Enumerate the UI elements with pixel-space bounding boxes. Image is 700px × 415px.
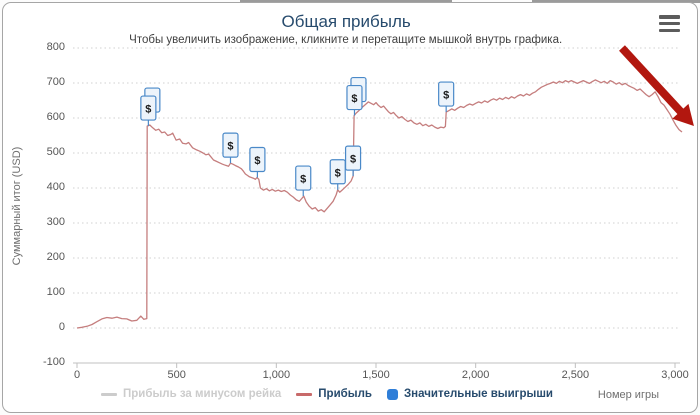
flag-box <box>295 165 312 191</box>
y-tick-label: 500 <box>46 146 65 158</box>
trend-arrow-head <box>672 103 694 127</box>
y-tick-label: -100 <box>42 356 65 368</box>
chart-title: Общая прибыль <box>281 12 411 31</box>
x-tick-label: 2,500 <box>561 369 590 381</box>
y-tick-label: 300 <box>46 216 65 228</box>
legend-item-profit[interactable]: Прибыль <box>296 388 372 400</box>
chart-subtitle: Чтобы увеличить изображение, кликните и … <box>129 34 563 46</box>
x-tick-label: 1,500 <box>362 369 390 381</box>
legend-item-label: Значительные выигрыши <box>403 388 553 400</box>
chart-plot-area[interactable]: $$$$$$$$$$ <box>3 3 700 415</box>
legend-item-label: Прибыль <box>318 388 372 400</box>
y-tick-label: 0 <box>58 321 65 333</box>
flag-symbol: $ <box>335 167 341 179</box>
flag-marker[interactable]: $ <box>249 146 266 178</box>
flag-box <box>346 84 363 111</box>
flag-marker[interactable]: $ <box>222 132 239 164</box>
export-menu-button[interactable] <box>659 15 680 32</box>
legend-item-profit-minus-rake[interactable]: Прибыль за минусом рейка <box>101 388 281 400</box>
y-tick-label: 800 <box>46 41 65 53</box>
flag-symbol: $ <box>145 104 151 116</box>
flag-symbol: $ <box>351 93 357 105</box>
y-tick-label: 700 <box>46 76 65 88</box>
hamburger-icon-bar <box>659 28 680 32</box>
flag-box <box>329 159 346 185</box>
x-tick-label: 0 <box>73 369 81 381</box>
x-axis-title: Номер игры <box>597 389 659 401</box>
legend-item-significant-wins[interactable]: Значительные выигрыши <box>386 388 553 400</box>
line-marker-icon <box>101 392 118 396</box>
legend: Прибыль за минусом рейка Прибыль Значите… <box>101 388 553 400</box>
flag-box <box>222 132 239 158</box>
flag-box <box>140 95 157 121</box>
flag-box <box>249 146 266 173</box>
flag-marker[interactable]: $ <box>295 165 312 197</box>
flag-box <box>438 81 455 107</box>
x-tick-label: 2,000 <box>461 369 490 381</box>
flag-symbol: $ <box>300 174 306 186</box>
background-artifact <box>532 0 700 3</box>
hamburger-icon-bar <box>659 15 680 19</box>
line-marker-icon <box>296 392 313 396</box>
flag-symbol: $ <box>350 154 356 166</box>
x-tick-label: 500 <box>167 369 186 381</box>
flag-box <box>344 145 362 171</box>
y-tick-label: 600 <box>46 111 65 123</box>
flag-marker[interactable]: $$ <box>346 76 367 116</box>
x-tick-label: 3,000 <box>661 369 689 381</box>
y-tick-label: 100 <box>46 286 65 298</box>
y-tick-label: 200 <box>46 251 65 263</box>
trend-arrow-shaft <box>619 45 688 119</box>
flag-series-marker-icon <box>386 388 398 400</box>
profit-line-series <box>76 79 683 329</box>
flag-marker[interactable]: $ <box>329 159 346 190</box>
legend-item-label: Прибыль за минусом рейка <box>123 388 282 400</box>
background-artifact <box>240 0 452 3</box>
flag-marker[interactable]: $ <box>438 81 455 113</box>
x-tick-label: 1,000 <box>262 369 291 381</box>
flag-symbol: $ <box>227 141 233 153</box>
flag-symbol: $ <box>254 155 260 167</box>
flag-marker[interactable]: $$ <box>140 87 161 127</box>
flag-marker[interactable]: $ <box>344 145 362 177</box>
flag-symbol: $ <box>443 90 449 102</box>
hamburger-icon-bar <box>659 21 680 26</box>
y-tick-label: 400 <box>46 181 65 193</box>
